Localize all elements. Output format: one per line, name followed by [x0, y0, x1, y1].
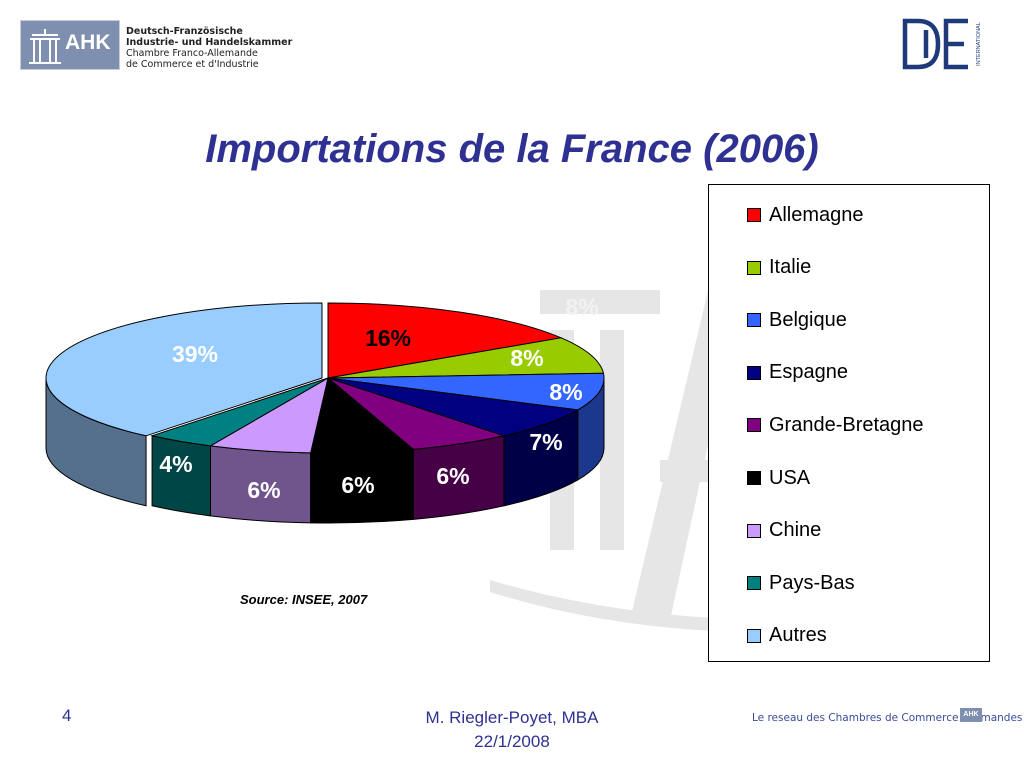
legend-swatch-usa: [747, 471, 761, 485]
legend-swatch-belgique: [747, 313, 761, 328]
chart-source: Source: INSEE, 2007: [240, 592, 368, 607]
ahk-logo-mark: AHK: [20, 20, 120, 70]
pie-slice-pays-bas: [150, 377, 329, 447]
legend-swatch-espagne: [747, 365, 761, 380]
pie-slice-belgique: [327, 372, 605, 411]
slice-label-usa: 6%: [341, 472, 374, 498]
legend-label-pays-bas: Pays-Bas: [769, 571, 855, 594]
legend-label-italie: Italie: [769, 256, 812, 279]
slice-label-grande-bretagne: 6%: [436, 463, 469, 489]
legend-label-chine: Chine: [769, 519, 822, 542]
legend-swatch-grande-bretagne: [747, 418, 761, 433]
footer-network-text: Le reseau des Chambres de Commerce allem…: [752, 712, 1023, 724]
legend-label-usa: USA: [769, 466, 811, 489]
footer-date: 22/1/2008: [474, 732, 550, 751]
legend-item-usa: USA: [747, 466, 810, 490]
legend-item-belgique: Belgique: [747, 308, 847, 332]
pie-labels: 16%8%8%7%6%6%6%4%39%8%: [159, 294, 598, 503]
legend-item-autres: Autres: [747, 624, 827, 648]
footer-author: M. Riegler-Poyet, MBA: [425, 708, 599, 727]
legend-swatch-autres: [747, 628, 761, 643]
legend-item-italie: Italie: [747, 256, 811, 280]
slice-label-espagne: 7%: [529, 429, 562, 455]
legend-swatch-italie: [747, 260, 761, 275]
legend-item-chine: Chine: [747, 519, 821, 543]
legend-item-allemagne: Allemagne: [747, 203, 864, 227]
page-number: 4: [62, 706, 72, 725]
legend-label-belgique: Belgique: [769, 308, 847, 331]
de-logo-subtitle: INTERNATIONAL: [976, 22, 982, 66]
legend-swatch-chine: [747, 523, 761, 538]
pie-slice-espagne: [327, 377, 580, 437]
legend-swatch-allemagne: [747, 208, 761, 222]
slice-label-autres: 39%: [172, 341, 218, 367]
ahk-logo-word: AHK: [65, 31, 111, 54]
ahk-line-1: Deutsch-Französische: [126, 26, 243, 37]
legend-item-grande-bretagne: Grande-Bretagne: [747, 413, 924, 437]
legend-label-autres: Autres: [769, 624, 827, 647]
pie-slice-italie: [327, 337, 605, 379]
slice-label-pays-bas: 4%: [159, 451, 192, 477]
pie-slice-allemagne: [327, 302, 563, 379]
legend-swatch-pays-bas: [747, 576, 761, 591]
ahk-line-3: Chambre Franco-Allemande: [126, 48, 258, 59]
legend-label-allemagne: Allemagne: [769, 203, 864, 226]
footer-ahk-logo: AHK: [960, 708, 982, 722]
de-international-logo: INTERNATIONAL: [902, 18, 982, 70]
footer-author-block: M. Riegler-Poyet, MBA 22/1/2008: [362, 706, 662, 754]
ahk-logo-text: Deutsch-Französische Industrie- und Hand…: [126, 26, 292, 70]
legend-label-grande-bretagne: Grande-Bretagne: [769, 413, 924, 436]
chart-legend: Allemagne Italie Belgique Espagne Grande-Bre…: [708, 184, 990, 662]
ahk-line-4: de Commerce et d'Industrie: [126, 59, 259, 70]
pie-sides: [45, 377, 605, 524]
legend-item-espagne: Espagne: [747, 361, 848, 385]
pie-slice-autres: [45, 302, 323, 437]
slice-label-allemagne: 16%: [365, 325, 411, 351]
ahk-line-2: Industrie- und Handelskammer: [126, 37, 293, 48]
brandenburg-gate-icon: [29, 29, 61, 64]
legend-item-pays-bas: Pays-Bas: [747, 571, 855, 595]
legend-label-espagne: Espagne: [769, 361, 848, 384]
slice-label-belgique: 8%: [549, 379, 582, 405]
ghost-label: 8%: [565, 294, 598, 320]
slice-label-italie: 8%: [510, 345, 543, 371]
ahk-logo: AHK Deutsch-Französische Industrie- und …: [20, 20, 292, 70]
pie-tops: [45, 302, 605, 454]
slice-label-chine: 6%: [247, 477, 280, 503]
page-title: Importations de la France (2006): [205, 126, 819, 171]
